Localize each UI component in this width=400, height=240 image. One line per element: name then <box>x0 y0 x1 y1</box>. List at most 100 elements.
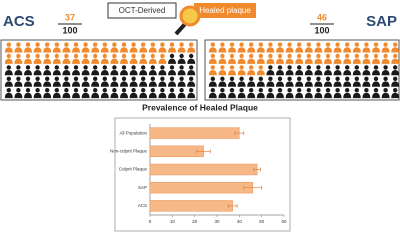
person-body <box>285 58 294 64</box>
magnifier-lens <box>179 5 201 27</box>
person-head <box>268 88 273 93</box>
person-body <box>33 70 42 76</box>
bar <box>149 181 253 194</box>
error-bar <box>243 185 263 190</box>
person-head <box>64 65 69 70</box>
person-body <box>110 58 119 64</box>
person-body <box>120 81 128 87</box>
person-head <box>150 88 155 93</box>
person-body <box>24 70 32 76</box>
person-body <box>228 70 236 76</box>
person-head <box>189 53 194 59</box>
person-body <box>285 47 294 53</box>
error-bar <box>253 167 261 172</box>
person-body <box>276 70 284 76</box>
person-body <box>391 58 400 64</box>
person-head <box>169 53 175 59</box>
person-body <box>187 81 196 87</box>
person-head <box>93 65 98 70</box>
person-body <box>372 81 380 87</box>
person-body <box>33 92 42 99</box>
person-head <box>112 76 117 82</box>
person-head <box>316 76 321 82</box>
person-head <box>383 53 388 59</box>
person-body <box>352 92 361 99</box>
person-body <box>148 58 157 64</box>
person-head <box>345 42 350 47</box>
person-body <box>333 58 342 64</box>
person-head <box>102 53 108 59</box>
person-head <box>93 88 98 93</box>
person-body <box>352 81 361 87</box>
person-head <box>373 65 379 70</box>
person-body <box>139 70 148 76</box>
person-body <box>4 47 13 53</box>
person-body <box>228 92 236 99</box>
person-head <box>35 53 40 59</box>
person-head <box>210 76 215 82</box>
person-head <box>83 88 88 93</box>
person-body <box>314 58 323 64</box>
person-head <box>335 65 340 70</box>
person-body <box>158 92 167 99</box>
person-head <box>112 53 117 59</box>
person-head <box>35 42 40 47</box>
person-body <box>177 92 186 99</box>
person-body <box>285 70 294 76</box>
person-head <box>287 65 292 70</box>
person-body <box>324 47 332 53</box>
person-body <box>362 58 371 64</box>
person-head <box>354 88 359 93</box>
person-body <box>266 70 275 76</box>
person-head <box>179 76 184 82</box>
person-body <box>237 47 246 53</box>
person-head <box>102 42 108 47</box>
person-head <box>141 88 146 93</box>
person-body <box>168 81 176 87</box>
person-head <box>306 42 311 47</box>
person-head <box>73 42 79 47</box>
person-head <box>16 53 21 59</box>
person-head <box>239 42 244 47</box>
person-body <box>33 58 42 64</box>
bar <box>149 127 240 139</box>
person-body <box>228 81 236 87</box>
denominator: 100 <box>62 25 77 35</box>
person-head <box>169 88 175 93</box>
person-head <box>189 76 194 82</box>
person-body <box>362 92 371 99</box>
person-head <box>258 65 263 70</box>
person-body <box>343 81 352 87</box>
person-head <box>6 88 11 93</box>
person-head <box>83 42 88 47</box>
person-head <box>160 65 165 70</box>
person-head <box>354 42 359 47</box>
person-body <box>276 47 284 53</box>
person-body <box>285 92 294 99</box>
person-head <box>150 42 155 47</box>
x-tick-label: 60 <box>281 219 287 224</box>
person-head <box>6 42 11 47</box>
person-head <box>121 65 127 70</box>
person-head <box>249 76 254 82</box>
person-body <box>91 47 100 53</box>
person-head <box>364 88 369 93</box>
person-head <box>93 42 98 47</box>
person-body <box>81 70 90 76</box>
person-body <box>91 92 100 99</box>
person-head <box>335 76 340 82</box>
person-head <box>179 53 184 59</box>
person-body <box>304 58 313 64</box>
person-head <box>102 76 108 82</box>
person-head <box>45 53 50 59</box>
person-head <box>373 88 379 93</box>
person-body <box>52 81 61 87</box>
person-head <box>169 42 175 47</box>
person-head <box>239 53 244 59</box>
person-head <box>316 88 321 93</box>
person-body <box>43 47 52 53</box>
x-tick-label: 0 <box>149 219 152 224</box>
person-head <box>229 88 235 93</box>
person-head <box>277 65 283 70</box>
icon-grid <box>208 42 400 99</box>
